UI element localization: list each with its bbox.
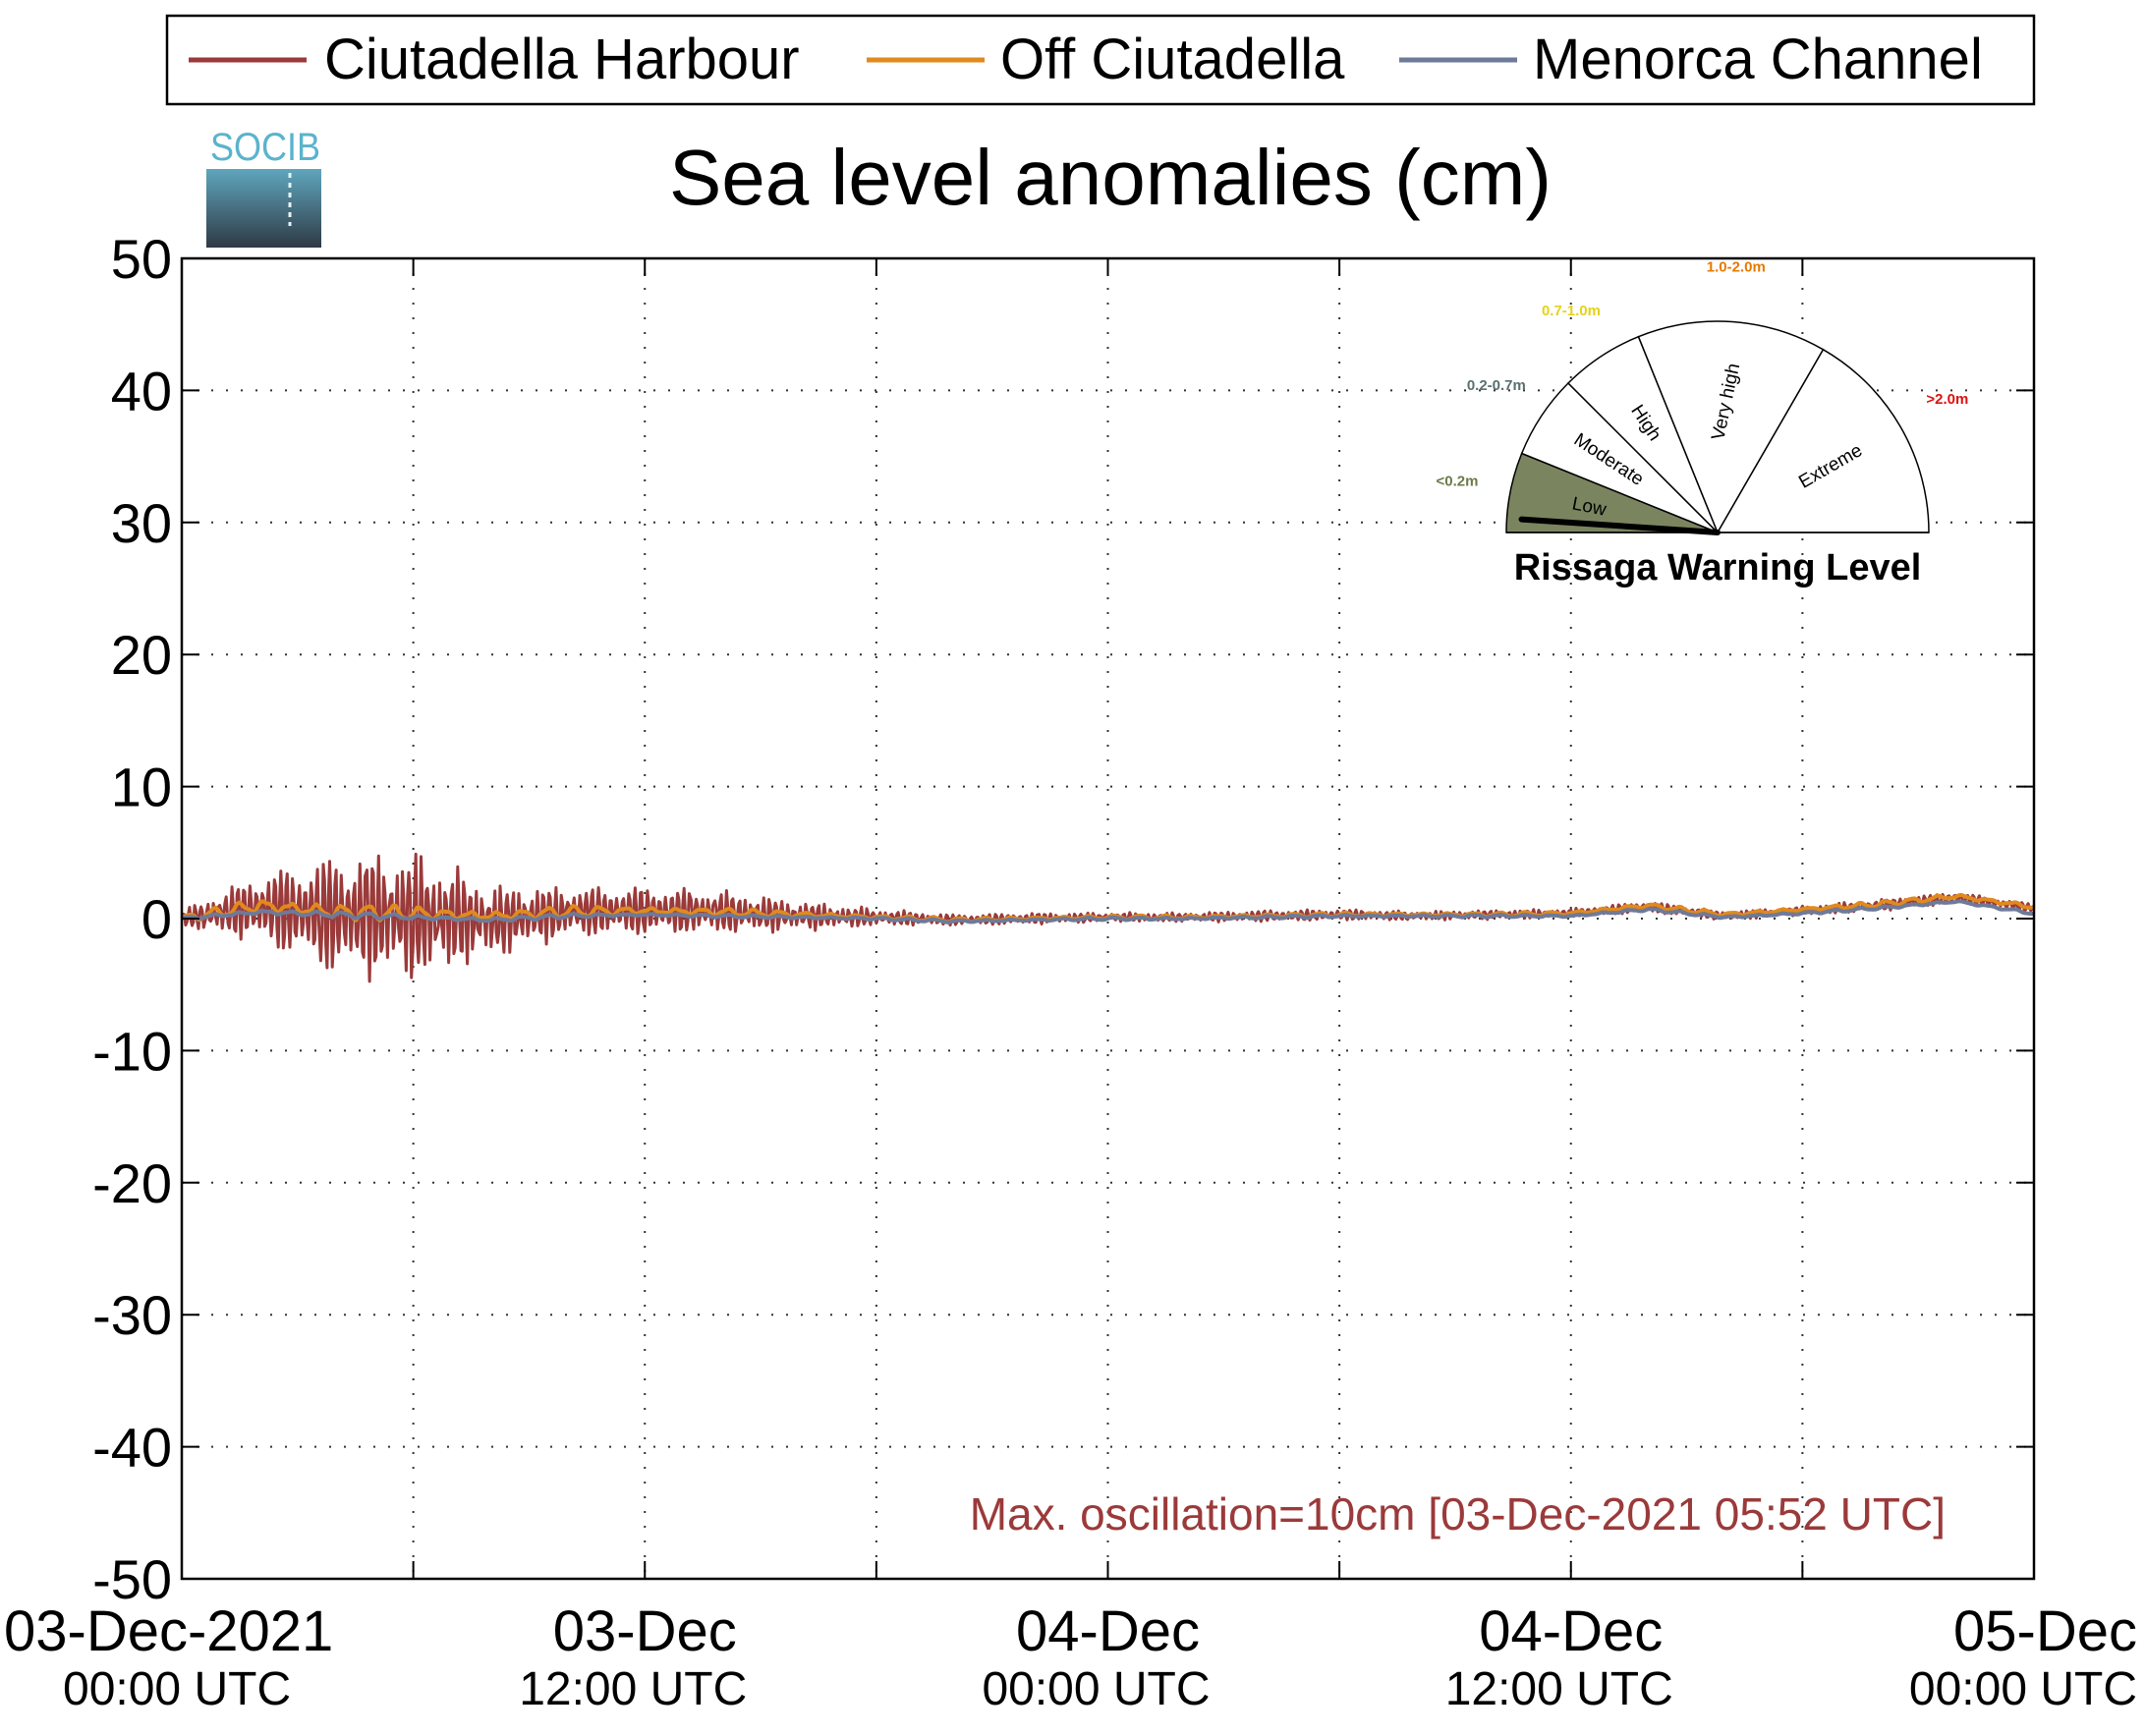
gauge-segment-extreme xyxy=(1716,348,1930,533)
legend: Ciutadella Harbour Off Ciutadella Menorc… xyxy=(165,14,2036,106)
x-tick-label-date: 04-Dec xyxy=(1479,1599,1663,1663)
max-oscillation-annotation: Max. oscillation=10cm [03-Dec-2021 05:52… xyxy=(970,1488,1946,1540)
gauge-range-label: 0.7-1.0m xyxy=(1542,303,1601,319)
y-tick-label: -20 xyxy=(92,1152,172,1214)
axis-ticks xyxy=(181,257,2035,1580)
x-tick-label-time: 00:00 UTC xyxy=(63,1663,291,1715)
gauge-segment-very-high xyxy=(1637,320,1825,534)
y-tick-label: 40 xyxy=(111,360,172,421)
y-tick-label: -40 xyxy=(92,1417,172,1479)
gauge-title: Rissaga Warning Level xyxy=(1514,547,1922,588)
logo-block xyxy=(206,169,321,248)
rissaga-gauge: Low<0.2m Moderate0.2-0.7mHigh0.7-1.0mVery… xyxy=(1436,259,1968,535)
x-tick-label-date: 04-Dec xyxy=(1016,1599,1200,1663)
y-tick-label: 10 xyxy=(111,756,172,818)
x-tick-label-time: 12:00 UTC xyxy=(519,1663,747,1715)
x-tick-label-time: 12:00 UTC xyxy=(1445,1663,1673,1715)
gauge-range-label: >2.0m xyxy=(1926,391,1968,408)
y-tick-label: 50 xyxy=(111,228,172,290)
gauge-range-label: 0.2-0.7m xyxy=(1467,377,1526,394)
y-tick-label: 20 xyxy=(111,624,172,686)
gauge-needle xyxy=(1518,516,1721,535)
x-tick-label-time: 00:00 UTC xyxy=(1909,1663,2137,1715)
y-tick-label: -10 xyxy=(92,1020,172,1082)
logo-text: SOCIB xyxy=(210,126,320,169)
gauge-range-label: 1.0-2.0m xyxy=(1707,259,1766,276)
socib-logo: SOCIB xyxy=(206,126,321,248)
y-tick-label: -30 xyxy=(92,1284,172,1346)
series-line-menorca-channel xyxy=(181,899,2035,924)
y-tick-label: 30 xyxy=(111,492,172,554)
x-tick-label-date: 03-Dec xyxy=(553,1599,737,1663)
legend-label-off-ciutadella: Off Ciutadella xyxy=(1000,28,1345,91)
x-tick-label-date: 03-Dec-2021 xyxy=(4,1599,333,1663)
chart-title: Sea level anomalies (cm) xyxy=(669,134,1552,221)
series-layer xyxy=(180,852,2036,983)
gauge-range-label: <0.2m xyxy=(1436,473,1478,489)
y-tick-label: -50 xyxy=(92,1548,172,1610)
x-tick-label-date: 05-Dec xyxy=(1953,1599,2137,1663)
legend-label-ciutadella-harbour: Ciutadella Harbour xyxy=(324,28,800,91)
legend-box xyxy=(165,14,2036,106)
y-tick-label: 0 xyxy=(141,888,172,950)
y-tick-labels: 50 40 30 20 10 0 -10 -20 -30 -40 -50 xyxy=(92,228,172,1610)
legend-label-menorca-channel: Menorca Channel xyxy=(1533,28,1983,91)
x-tick-label-time: 00:00 UTC xyxy=(982,1663,1210,1715)
